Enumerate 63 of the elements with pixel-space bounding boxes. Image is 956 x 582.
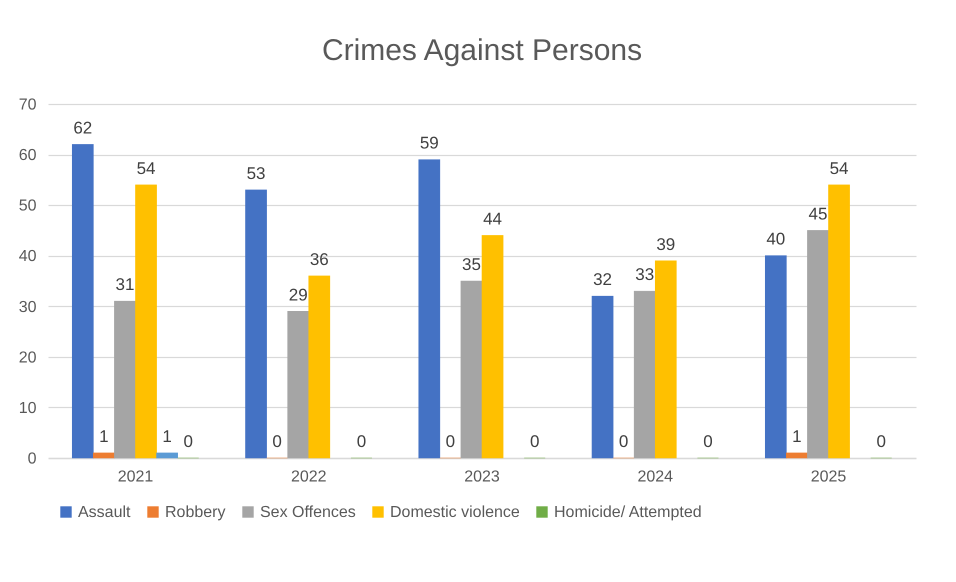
- data-label: 1: [792, 426, 802, 446]
- data-label: 45: [808, 204, 828, 224]
- bar: [634, 290, 656, 458]
- y-tick-label: 20: [18, 349, 37, 366]
- data-label: 0: [446, 432, 456, 451]
- bar: [654, 260, 677, 458]
- bar: [308, 276, 330, 458]
- data-label: 29: [288, 285, 308, 304]
- data-label: 53: [246, 164, 266, 183]
- data-label: 33: [635, 265, 654, 284]
- y-tick-label: 50: [18, 198, 37, 215]
- y-tick-label: 40: [18, 248, 37, 266]
- data-label: 44: [483, 209, 502, 228]
- data-label: 62: [73, 118, 92, 138]
- bar: [114, 300, 136, 458]
- y-tick-label: 30: [18, 298, 37, 316]
- legend-label: Homicide/ Attempted: [554, 504, 702, 521]
- bar: [828, 184, 850, 458]
- x-tick-label: 2024: [637, 468, 674, 486]
- legend-label: Sex Offences: [260, 504, 356, 521]
- data-label: 0: [183, 432, 193, 451]
- bar: [418, 159, 440, 458]
- bar: [482, 235, 504, 458]
- bar: [245, 190, 267, 458]
- data-label: 0: [876, 432, 886, 451]
- data-label: 0: [272, 432, 282, 451]
- bar: [764, 255, 787, 458]
- data-label: 0: [618, 432, 628, 451]
- bar: [72, 144, 94, 458]
- y-tick-label: 60: [18, 147, 37, 164]
- data-label: 0: [703, 432, 713, 451]
- data-label: 39: [656, 234, 676, 254]
- legend-label: Assault: [78, 504, 132, 521]
- data-label: 59: [420, 134, 439, 153]
- data-label: 31: [115, 275, 134, 294]
- data-label: 40: [766, 230, 786, 249]
- data-label: 54: [136, 158, 156, 178]
- legend-label: Robbery: [165, 504, 226, 521]
- x-tick-label: 2023: [464, 468, 500, 486]
- bar: [287, 311, 310, 458]
- bar: [592, 296, 614, 458]
- bar: [460, 280, 482, 458]
- data-label: 1: [162, 426, 172, 446]
- bar: [807, 230, 829, 458]
- data-label: 54: [830, 158, 849, 178]
- y-tick-label: 0: [28, 450, 37, 468]
- x-tick-label: 2025: [810, 468, 846, 486]
- bar: [135, 184, 157, 458]
- x-tick-label: 2022: [290, 468, 327, 486]
- data-label: 36: [310, 250, 329, 269]
- data-label: 35: [462, 255, 481, 274]
- y-tick-label: 10: [18, 400, 37, 417]
- data-label: 32: [593, 270, 612, 290]
- y-tick-label: 70: [18, 96, 37, 114]
- data-label: 0: [356, 432, 366, 451]
- bar: [786, 452, 808, 458]
- bar: [93, 452, 115, 458]
- bar: [156, 452, 178, 458]
- data-label: 1: [99, 426, 109, 446]
- data-label: 0: [530, 432, 540, 451]
- x-tick-label: 2021: [118, 468, 154, 486]
- legend-label: Domestic violence: [390, 504, 520, 521]
- chart-title: Crimes Against Persons: [322, 34, 642, 67]
